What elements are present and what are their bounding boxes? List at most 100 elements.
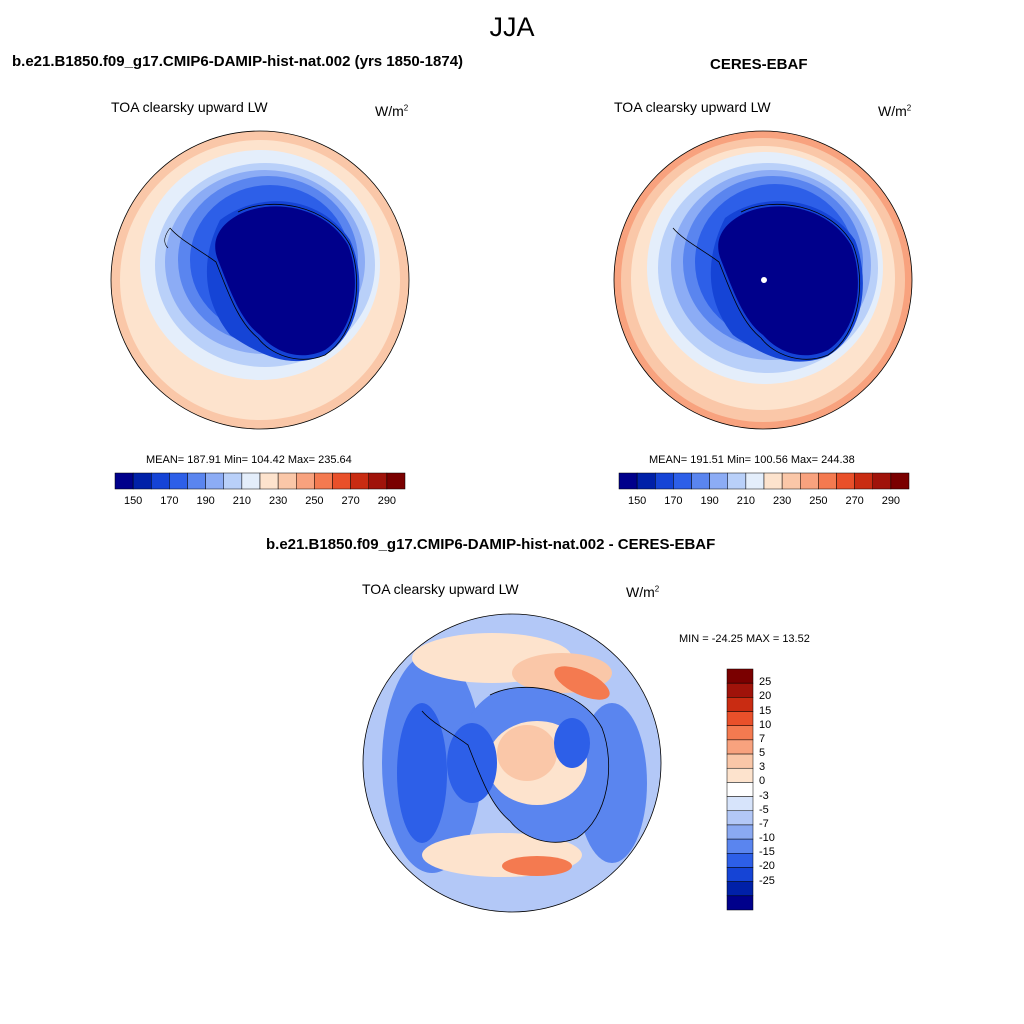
obs-panel-title: CERES-EBAF [710, 56, 808, 73]
model-colorbar-swatch [350, 472, 369, 490]
diff-colorbar-swatch [726, 796, 754, 812]
model-colorbar-swatch [386, 472, 406, 490]
diff-colorbar-swatch [726, 824, 754, 840]
model-colorbar-swatch [314, 472, 333, 490]
obs-colorbar-labels: 150 170 190 210 230 250 270 290 [619, 495, 909, 509]
diff-colorbar-swatch [726, 767, 754, 783]
diff-colorbar-swatch [726, 853, 754, 868]
obs-colorbar-swatch [618, 472, 638, 490]
obs-colorbar-tick-label: 190 [700, 495, 719, 507]
model-colorbar-tick-label: 290 [377, 495, 397, 507]
model-colorbar-tick-label: 210 [232, 495, 252, 507]
model-colorbar-swatch [187, 472, 206, 490]
obs-colorbar-swatch [800, 472, 819, 490]
obs-colorbar-swatch [709, 472, 728, 490]
diff-colorbar-swatch [726, 725, 754, 741]
model-colorbar-tick-label: 170 [160, 495, 179, 507]
obs-colorbar-swatch [836, 472, 855, 490]
obs-stats: MEAN= 191.51 Min= 100.56 Max= 244.38 [649, 454, 855, 466]
model-colorbar-swatch [277, 472, 297, 490]
model-colorbar-swatch [332, 472, 351, 490]
diff-colorbar-tick-label: -3 [759, 789, 769, 802]
diff-colorbar-tick-label: -5 [759, 803, 769, 816]
model-polar-map [110, 130, 410, 430]
model-panel-title: b.e21.B1850.f09_g17.CMIP6-DAMIP-hist-nat… [12, 53, 464, 70]
model-colorbar-swatch [259, 472, 279, 490]
model-colorbar-swatch [368, 472, 388, 490]
model-colorbar-swatch [296, 472, 315, 490]
obs-colorbar-swatch [872, 472, 892, 490]
diff-colorbar-tick-label: 20 [759, 690, 772, 703]
model-stats: MEAN= 187.91 Min= 104.42 Max= 235.64 [146, 454, 352, 466]
diff-colorbar-swatch [726, 810, 754, 826]
diff-colorbar-tick-label: -15 [759, 846, 775, 859]
obs-colorbar-swatch [727, 472, 747, 490]
model-colorbar-swatch [114, 472, 134, 490]
obs-colorbar-swatch [890, 472, 910, 490]
obs-colorbar [618, 472, 910, 490]
model-colorbar-swatch [223, 472, 243, 490]
diff-colorbar-tick-label: 10 [759, 718, 772, 731]
model-colorbar-swatch [132, 472, 152, 490]
diff-colorbar-tick-label: 7 [759, 732, 766, 745]
diff-colorbar-tick-label: 3 [759, 761, 766, 774]
obs-colorbar-swatch [763, 472, 783, 490]
obs-colorbar-tick-label: 230 [772, 495, 792, 507]
model-colorbar-tick-label: 270 [341, 495, 360, 507]
diff-colorbar-tick-label: -20 [759, 860, 775, 873]
diff-colorbar-tick-label: 15 [759, 704, 772, 717]
diff-stats: MIN = -24.25 MAX = 13.52 [679, 633, 810, 645]
diff-colorbar-swatch [726, 881, 754, 897]
diff-colorbar-swatch [726, 668, 754, 684]
diff-colorbar-tick-label: -7 [759, 817, 769, 830]
diff-colorbar-swatch [726, 753, 754, 769]
obs-colorbar-swatch [818, 472, 837, 490]
diff-colorbar-labels: 25 20 15 10 7 5 3 0 -3 -5 -7 -10 -15 -20 -25 [759, 669, 799, 910]
obs-colorbar-tick-label: 290 [881, 495, 901, 507]
diff-colorbar-swatch [726, 697, 754, 712]
diff-colorbar-tick-label: 25 [759, 676, 772, 689]
obs-colorbar-tick-label: 250 [809, 495, 828, 507]
figure-title: JJA [489, 12, 535, 42]
model-colorbar-swatch [169, 472, 188, 490]
obs-colorbar-tick-label: 270 [845, 495, 864, 507]
obs-units: W/m2 [878, 103, 912, 119]
model-field-label: TOA clearsky upward LW [111, 99, 268, 115]
model-colorbar-tick-label: 150 [123, 495, 143, 507]
obs-colorbar-swatch [691, 472, 710, 490]
model-colorbar-swatch [241, 472, 261, 490]
model-colorbar-labels: 150 170 190 210 230 250 270 290 [115, 495, 405, 509]
diff-colorbar-swatch [726, 895, 754, 911]
diff-colorbar-tick-label: -25 [759, 874, 775, 887]
diff-units: W/m2 [626, 584, 660, 600]
model-colorbar-tick-label: 190 [196, 495, 215, 507]
diff-colorbar-swatch [726, 838, 754, 854]
diff-colorbar [726, 668, 754, 911]
diff-colorbar-tick-label: -10 [759, 832, 775, 845]
model-colorbar-tick-label: 250 [305, 495, 324, 507]
obs-colorbar-tick-label: 150 [627, 495, 647, 507]
obs-colorbar-tick-label: 170 [664, 495, 683, 507]
diff-colorbar-tick-label: 5 [759, 747, 766, 760]
model-colorbar [114, 472, 406, 490]
diff-colorbar-swatch [726, 739, 754, 755]
diff-colorbar-swatch [726, 867, 754, 882]
model-colorbar-tick-label: 230 [268, 495, 288, 507]
diff-colorbar-swatch [726, 782, 754, 797]
diff-polar-map [362, 613, 662, 913]
obs-colorbar-swatch [673, 472, 692, 490]
diff-colorbar-swatch [726, 682, 754, 698]
obs-field-label: TOA clearsky upward LW [614, 99, 771, 115]
obs-polar-map [613, 130, 913, 430]
obs-colorbar-tick-label: 210 [736, 495, 756, 507]
obs-colorbar-swatch [655, 472, 674, 490]
obs-colorbar-swatch [854, 472, 873, 490]
diff-field-label: TOA clearsky upward LW [362, 581, 519, 597]
model-colorbar-swatch [205, 472, 224, 490]
diff-colorbar-tick-label: 0 [759, 775, 766, 788]
obs-colorbar-swatch [745, 472, 765, 490]
model-units: W/m2 [375, 103, 409, 119]
diff-colorbar-swatch [726, 711, 754, 726]
obs-colorbar-swatch [636, 472, 656, 490]
obs-colorbar-swatch [781, 472, 801, 490]
